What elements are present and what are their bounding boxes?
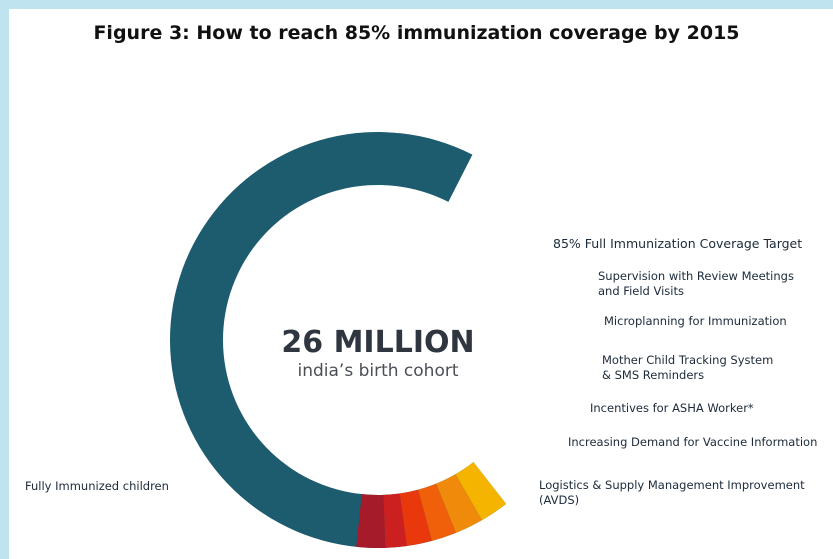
center-label: 26 MILLION [281,325,474,360]
chart-title: Figure 3: How to reach 85% immunization … [93,22,740,44]
target-label: 85% Full Immunization Coverage Target [553,236,802,251]
slice-fully-immunized-children [170,132,507,549]
slice-supervision-with-review-meetings-and-field-visits [356,494,386,548]
slice-microplanning-for-immunization [383,493,407,548]
slice-mother-child-tracking-system-sms-reminders [399,489,432,546]
label-mother-child-tracking-system-sms-reminders: Mother Child Tracking System & SMS Remind… [602,353,773,382]
label-supervision-with-review-meetings-and-field-visits: Supervision with Review Meetings and Fiel… [598,269,794,298]
label-logistics-supply-management-improvement-avds: Logistics & Supply Management Improvemen… [539,478,805,507]
label-fully-immunized-children: Fully Immunized children [25,479,169,493]
slice-logistics-supply-management-improvement-avds [455,462,507,521]
figure-card [9,9,833,559]
label-microplanning-for-immunization: Microplanning for Immunization [604,314,787,328]
slice-increasing-demand-for-vaccine-information [436,474,482,533]
label-increasing-demand-for-vaccine-information: Increasing Demand for Vaccine Informatio… [568,435,817,449]
slice-incentives-for-asha-worker [418,483,456,541]
label-incentives-for-asha-worker: Incentives for ASHA Worker* [590,401,754,415]
center-sublabel: india’s birth cohort [297,361,458,381]
